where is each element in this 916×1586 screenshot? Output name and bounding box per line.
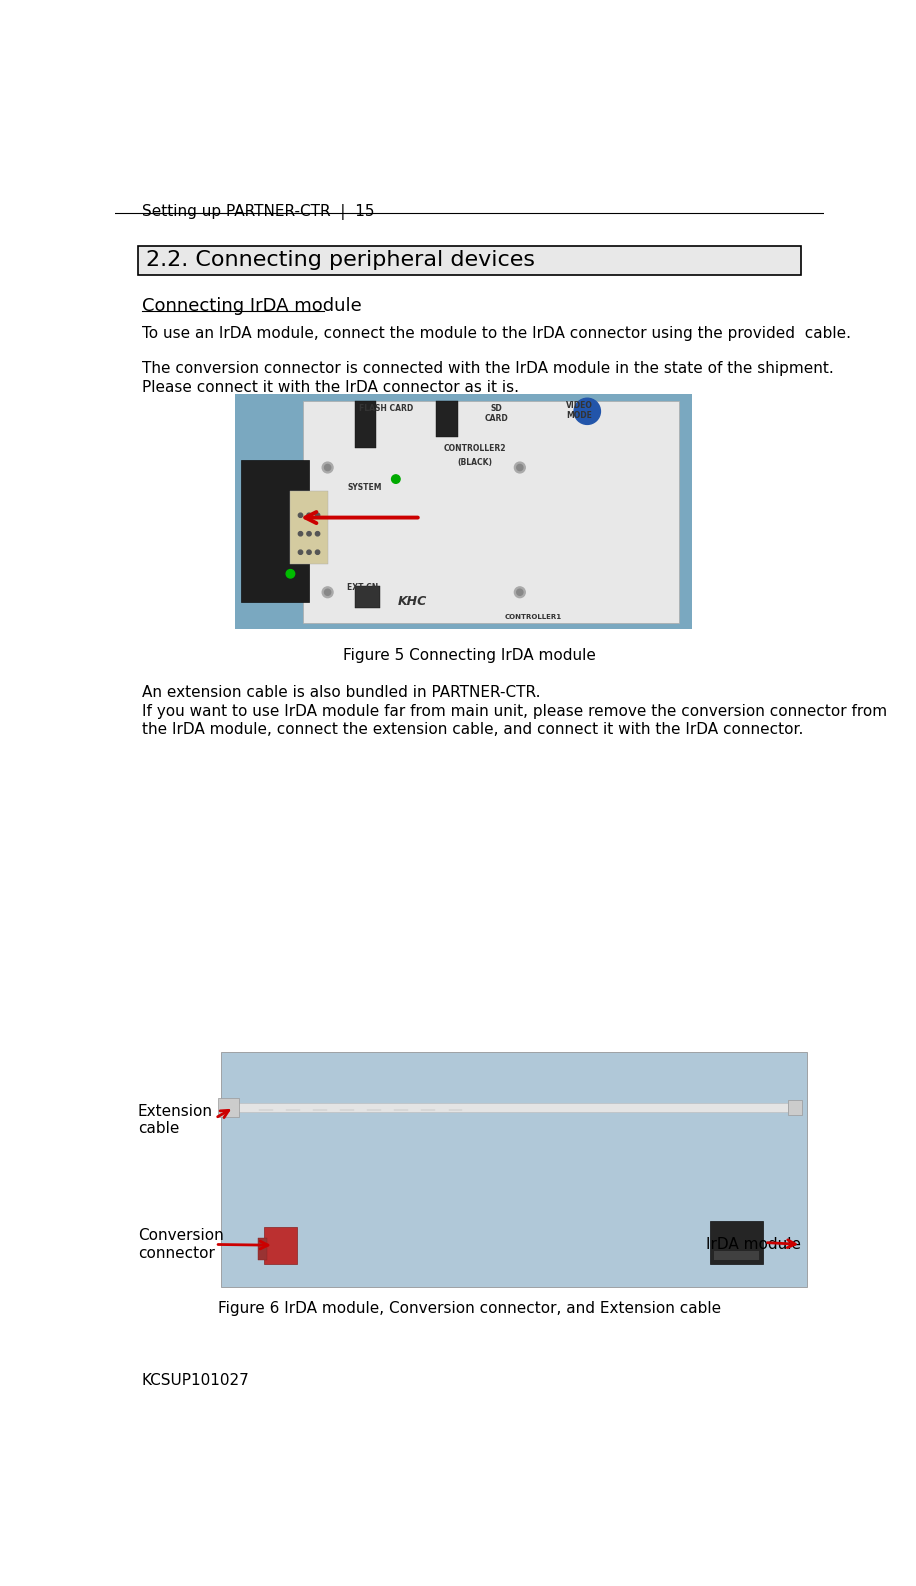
Circle shape (299, 531, 302, 536)
Text: 2.2. Connecting peripheral devices: 2.2. Connecting peripheral devices (146, 251, 535, 270)
Circle shape (307, 531, 311, 536)
Circle shape (322, 587, 333, 598)
Circle shape (324, 465, 331, 471)
Text: Conversion
connector: Conversion connector (137, 1228, 224, 1261)
Circle shape (324, 588, 331, 595)
Text: SYSTEM: SYSTEM (347, 482, 381, 492)
Bar (354, 401, 376, 449)
Text: SD
CARD: SD CARD (485, 403, 508, 423)
Circle shape (315, 531, 320, 536)
Circle shape (574, 398, 600, 425)
Text: To use an IrDA module, connect the module to the IrDA connector using the provid: To use an IrDA module, connect the modul… (142, 325, 851, 341)
Circle shape (299, 514, 302, 517)
Text: Setting up PARTNER-CTR  |  15: Setting up PARTNER-CTR | 15 (142, 205, 374, 220)
Bar (222, 1052, 807, 1286)
Text: The conversion connector is connected with the IrDA module in the state of the s: The conversion connector is connected wi… (142, 362, 834, 376)
Text: Figure 6 IrDA module, Conversion connector, and Extension cable: Figure 6 IrDA module, Conversion connect… (218, 1301, 721, 1316)
Text: IrDA module: IrDA module (706, 1237, 802, 1251)
Bar (354, 587, 379, 607)
Bar (258, 1239, 267, 1259)
Bar (218, 1098, 238, 1117)
Circle shape (307, 514, 311, 517)
Text: KHC: KHC (398, 595, 427, 607)
Bar (788, 1099, 802, 1115)
Circle shape (286, 569, 295, 577)
Bar (714, 1251, 759, 1259)
Bar (234, 395, 692, 630)
Circle shape (315, 514, 320, 517)
Text: the IrDA module, connect the extension cable, and connect it with the IrDA conne: the IrDA module, connect the extension c… (142, 722, 803, 737)
Text: FLASH CARD: FLASH CARD (359, 403, 413, 412)
Text: If you want to use IrDA module far from main unit, please remove the conversion : If you want to use IrDA module far from … (142, 704, 887, 718)
Circle shape (515, 587, 525, 598)
Circle shape (299, 550, 302, 555)
Circle shape (315, 550, 320, 555)
Bar (711, 1221, 763, 1264)
Text: Figure 5 Connecting IrDA module: Figure 5 Connecting IrDA module (343, 649, 596, 663)
Bar (241, 460, 309, 603)
Bar (303, 401, 679, 623)
Bar (436, 401, 458, 436)
Bar (235, 1104, 788, 1112)
Text: CONTROLLER2: CONTROLLER2 (443, 444, 507, 454)
Bar (137, 246, 802, 274)
Text: Please connect it with the IrDA connector as it is.: Please connect it with the IrDA connecto… (142, 379, 518, 395)
Bar (290, 490, 328, 563)
Circle shape (307, 550, 311, 555)
Text: VIDEO
MODE: VIDEO MODE (566, 401, 593, 420)
Circle shape (391, 474, 400, 484)
Text: An extension cable is also bundled in PARTNER-CTR.: An extension cable is also bundled in PA… (142, 685, 540, 701)
Text: KCSUP101027: KCSUP101027 (142, 1373, 249, 1388)
Text: Extension
cable: Extension cable (137, 1104, 213, 1136)
Circle shape (515, 462, 525, 473)
Circle shape (517, 465, 523, 471)
Circle shape (322, 462, 333, 473)
Text: (BLACK): (BLACK) (457, 457, 493, 466)
Circle shape (517, 588, 523, 595)
Text: EXT CN: EXT CN (347, 584, 378, 592)
Text: Connecting IrDA module: Connecting IrDA module (142, 297, 362, 314)
Bar (264, 1226, 297, 1264)
Text: CONTROLLER1: CONTROLLER1 (505, 614, 562, 620)
